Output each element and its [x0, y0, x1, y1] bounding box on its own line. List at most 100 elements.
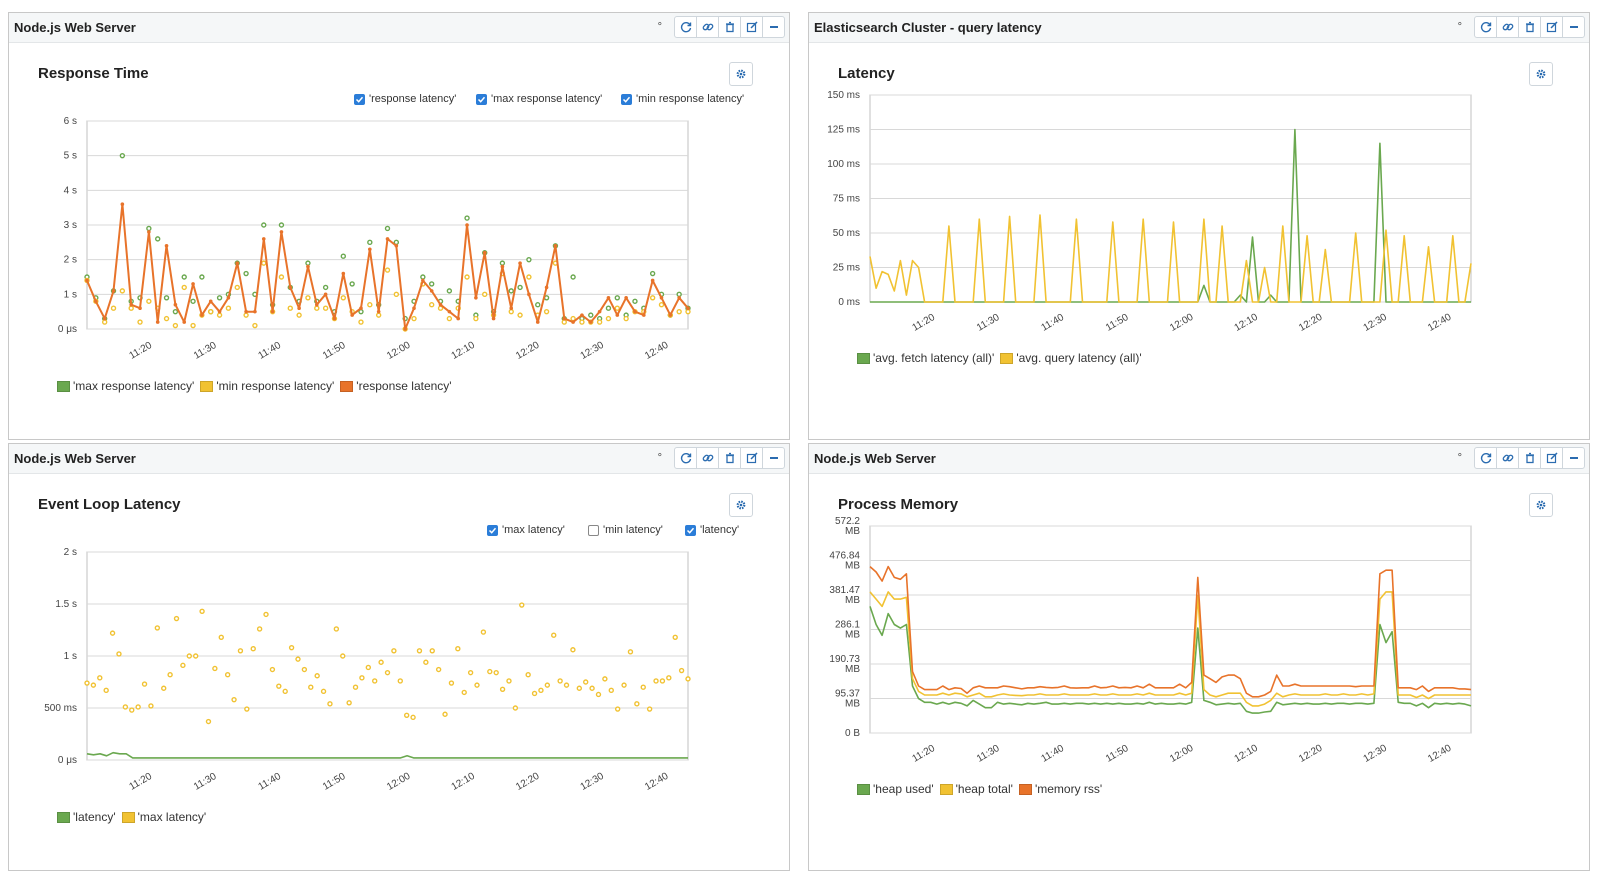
- gear-icon: [736, 69, 746, 79]
- data-point: [261, 237, 266, 241]
- refresh-button[interactable]: [1475, 17, 1496, 37]
- data-point: [606, 296, 611, 300]
- y-tick-label: 0 μs: [58, 755, 77, 766]
- link-button[interactable]: [696, 17, 718, 37]
- data-point: [349, 281, 355, 287]
- trash-icon: [725, 452, 734, 464]
- data-point: [346, 700, 352, 706]
- legend-item[interactable]: 'avg. fetch latency (all)': [857, 351, 994, 365]
- toggle-latency[interactable]: 'latency': [685, 524, 739, 536]
- checkbox-checked[interactable]: [487, 524, 498, 536]
- minimize-button[interactable]: [762, 17, 784, 37]
- data-point: [482, 291, 488, 298]
- delete-button[interactable]: [718, 17, 740, 37]
- edit-button[interactable]: [740, 448, 762, 468]
- legend-item[interactable]: 'latency': [57, 810, 116, 824]
- y-tick-label: 2 s: [64, 547, 77, 558]
- status-indicator: °: [657, 452, 662, 464]
- data-point: [506, 678, 512, 684]
- data-point: [378, 659, 384, 665]
- data-point: [367, 239, 373, 246]
- legend-item[interactable]: 'max latency': [121, 810, 206, 824]
- chart-settings-button[interactable]: [729, 62, 753, 86]
- data-point: [137, 319, 143, 325]
- panel-toolbar: °: [658, 16, 785, 38]
- data-point: [217, 309, 222, 314]
- toggle-min-response-latency[interactable]: 'min response latency': [621, 93, 744, 105]
- refresh-button[interactable]: [675, 448, 696, 468]
- edit-button[interactable]: [1540, 448, 1562, 468]
- legend-item[interactable]: 'max response latency': [57, 379, 194, 393]
- data-point: [659, 678, 666, 684]
- toggle-label: 'min response latency': [636, 93, 745, 105]
- chart-settings-button[interactable]: [1529, 493, 1553, 517]
- series-line: [869, 606, 1472, 714]
- data-point: [84, 680, 90, 686]
- data-point: [155, 320, 160, 324]
- y-tick-label: MB: [845, 595, 860, 606]
- data-point: [465, 223, 469, 227]
- data-point: [141, 681, 148, 687]
- y-tick-label: 100 ms: [827, 159, 860, 170]
- data-point: [570, 647, 576, 653]
- chart-settings-button[interactable]: [729, 493, 753, 517]
- delete-button[interactable]: [718, 448, 740, 468]
- data-point: [544, 682, 551, 688]
- legend-item[interactable]: 'heap total': [939, 782, 1013, 796]
- legend-item[interactable]: 'avg. query latency (all)': [1000, 351, 1142, 365]
- minimize-button[interactable]: [1562, 448, 1584, 468]
- data-point: [614, 305, 620, 311]
- data-point: [208, 299, 213, 304]
- data-point: [640, 684, 646, 690]
- link-button[interactable]: [696, 448, 718, 468]
- checkbox-checked[interactable]: [685, 524, 696, 536]
- chart-settings-button[interactable]: [1529, 62, 1553, 86]
- data-point: [615, 313, 620, 317]
- legend-item[interactable]: 'memory rss': [1018, 782, 1102, 796]
- delete-button[interactable]: [1518, 17, 1540, 37]
- refresh-button[interactable]: [675, 17, 696, 37]
- delete-button[interactable]: [1518, 448, 1540, 468]
- legend-item[interactable]: 'response latency': [340, 379, 452, 393]
- link-button[interactable]: [1496, 448, 1518, 468]
- legend-item[interactable]: 'min response latency': [200, 379, 334, 393]
- refresh-button[interactable]: [1475, 448, 1496, 468]
- checkbox-checked[interactable]: [476, 93, 487, 105]
- data-point: [658, 302, 665, 308]
- toggle-min-latency[interactable]: 'min latency': [588, 524, 663, 536]
- data-point: [173, 302, 178, 307]
- data-point: [487, 668, 493, 675]
- toggle-max-response-latency[interactable]: 'max response latency': [476, 93, 602, 105]
- edit-button[interactable]: [740, 17, 762, 37]
- data-point: [685, 676, 691, 682]
- checkbox-checked[interactable]: [354, 93, 365, 105]
- data-point: [535, 320, 540, 324]
- data-point: [119, 152, 126, 159]
- data-point: [320, 688, 327, 695]
- x-tick-label: 12:20: [1297, 743, 1325, 765]
- refresh-icon: [680, 453, 691, 464]
- toggle-max-latency[interactable]: 'max latency': [487, 524, 565, 536]
- data-point: [243, 270, 249, 277]
- link-button[interactable]: [1496, 17, 1518, 37]
- minimize-button[interactable]: [762, 448, 784, 468]
- data-point: [261, 260, 267, 266]
- gear-icon: [1536, 69, 1546, 79]
- data-point: [110, 305, 117, 311]
- minimize-button[interactable]: [1562, 17, 1584, 37]
- data-point: [473, 315, 479, 322]
- toggle-response-latency[interactable]: 'response latency': [354, 93, 456, 105]
- edit-button[interactable]: [1540, 17, 1562, 37]
- y-tick-label: 500 ms: [44, 703, 77, 714]
- data-point: [155, 236, 161, 242]
- data-point: [148, 703, 154, 709]
- legend-item[interactable]: 'heap used': [857, 782, 934, 796]
- checkbox-checked[interactable]: [621, 93, 632, 105]
- data-point: [190, 322, 196, 329]
- data-point: [297, 306, 301, 311]
- series-line: [869, 591, 1471, 707]
- data-point: [147, 230, 151, 234]
- checkbox-unchecked[interactable]: [588, 524, 599, 536]
- data-point: [181, 274, 187, 280]
- link-icon: [1502, 454, 1513, 462]
